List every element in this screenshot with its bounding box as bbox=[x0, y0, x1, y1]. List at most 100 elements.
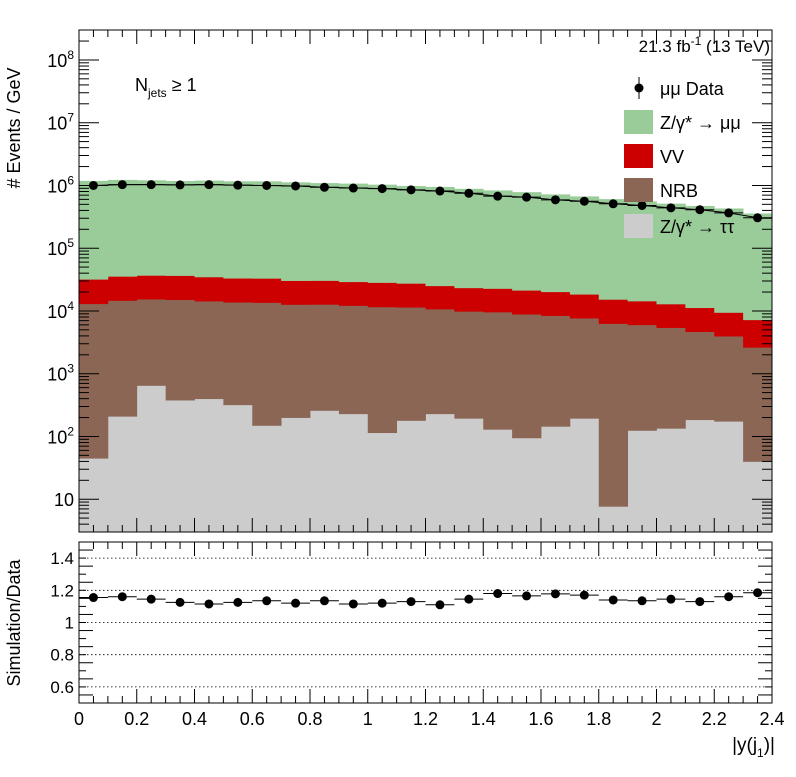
ratio-point-9 bbox=[348, 599, 358, 609]
y-tick-exponent: 5 bbox=[67, 236, 74, 250]
bar-ztautau-8 bbox=[310, 410, 340, 533]
data-point-21 bbox=[695, 205, 705, 215]
bar-ztautau-3 bbox=[165, 400, 195, 533]
legend-label-4: Z/γ* → ττ bbox=[660, 217, 734, 237]
bar-ztautau-0 bbox=[79, 458, 109, 533]
data-point-22 bbox=[724, 208, 734, 218]
bar-nrb-23 bbox=[743, 347, 773, 462]
ratio-point-5 bbox=[233, 597, 243, 607]
bar-nrb-1 bbox=[107, 300, 138, 417]
x-tick-label: 2 bbox=[651, 709, 661, 729]
bar-nrb-16 bbox=[541, 315, 571, 427]
bar-nrb-15 bbox=[512, 314, 542, 439]
bar-ztautau-12 bbox=[425, 413, 455, 533]
data-point-1 bbox=[117, 180, 127, 190]
ratio-point-0 bbox=[88, 593, 98, 603]
bar-nrb-18 bbox=[598, 323, 629, 507]
bar-vv-14 bbox=[483, 288, 513, 313]
bar-zmumu-14 bbox=[483, 190, 513, 289]
bar-ztautau-21 bbox=[685, 419, 715, 533]
data-point-10 bbox=[377, 184, 387, 194]
x-tick-label: 1.4 bbox=[471, 709, 496, 729]
bar-vv-6 bbox=[252, 278, 282, 303]
bar-zmumu-22 bbox=[714, 208, 744, 313]
data-point-17 bbox=[579, 196, 589, 206]
bar-zmumu-5 bbox=[223, 181, 253, 279]
bar-ztautau-7 bbox=[281, 417, 311, 533]
y-tick-label: 106 bbox=[47, 173, 74, 196]
bar-zmumu-10 bbox=[367, 184, 398, 283]
bar-nrb-17 bbox=[569, 318, 600, 419]
ratio-point-11 bbox=[406, 597, 416, 607]
bar-zmumu-13 bbox=[454, 188, 484, 289]
selection-label: Njets ≥ 1 bbox=[135, 75, 197, 100]
y-axis-title: # Events / GeV bbox=[4, 67, 24, 188]
ratio-point-3 bbox=[175, 597, 185, 607]
bar-ztautau-11 bbox=[396, 420, 426, 533]
y-tick-exponent: 2 bbox=[67, 424, 74, 438]
bar-zmumu-9 bbox=[338, 183, 369, 283]
ratio-point-1 bbox=[117, 592, 127, 602]
y-tick-label: 104 bbox=[47, 299, 74, 322]
ratio-point-23 bbox=[753, 588, 763, 598]
data-point-14 bbox=[493, 191, 503, 201]
data-point-2 bbox=[146, 180, 156, 190]
bar-ztautau-22 bbox=[714, 421, 744, 533]
legend-label-3: NRB bbox=[660, 181, 698, 201]
bar-nrb-9 bbox=[338, 305, 369, 415]
x-tick-label: 0.8 bbox=[297, 709, 322, 729]
x-tick-label: 0.4 bbox=[182, 709, 207, 729]
bar-ztautau-19 bbox=[627, 430, 657, 533]
x-axis-title: |y(j1)| bbox=[732, 735, 775, 760]
legend: μμ Data Z/γ* → μμ VV NRB Z/γ* → ττ bbox=[624, 77, 741, 238]
ratio-y-axis-title: Simulation/Data bbox=[4, 558, 24, 686]
y-tick-exponent: 8 bbox=[67, 48, 74, 62]
legend-swatch-1 bbox=[624, 110, 653, 134]
bar-nrb-3 bbox=[165, 299, 195, 401]
bar-vv-5 bbox=[223, 278, 253, 303]
data-point-15 bbox=[522, 192, 532, 202]
legend-label-2: VV bbox=[660, 147, 684, 167]
bar-ztautau-10 bbox=[367, 432, 398, 533]
data-point-7 bbox=[291, 181, 301, 191]
x-tick-label: 0 bbox=[74, 709, 84, 729]
bar-nrb-10 bbox=[367, 306, 398, 434]
bar-zmumu-0 bbox=[79, 180, 109, 280]
data-point-12 bbox=[435, 186, 445, 196]
bar-zmumu-20 bbox=[656, 203, 686, 305]
ratio-point-10 bbox=[377, 598, 387, 608]
bar-nrb-22 bbox=[714, 336, 744, 422]
ratio-point-7 bbox=[291, 598, 301, 608]
bar-nrb-5 bbox=[223, 302, 253, 406]
ratio-point-20 bbox=[666, 594, 676, 604]
bar-zmumu-3 bbox=[165, 181, 195, 276]
bar-zmumu-18 bbox=[598, 199, 629, 300]
data-point-11 bbox=[406, 185, 416, 195]
bar-ztautau-6 bbox=[252, 425, 282, 533]
bar-ztautau-9 bbox=[338, 413, 369, 533]
y-tick-base: 10 bbox=[47, 51, 67, 71]
x-tick-label: 1.8 bbox=[586, 709, 611, 729]
bar-nrb-0 bbox=[79, 303, 109, 459]
legend-swatch-2 bbox=[624, 144, 653, 168]
bar-ztautau-16 bbox=[541, 426, 571, 533]
bar-zmumu-17 bbox=[569, 196, 600, 295]
bar-zmumu-1 bbox=[107, 179, 138, 277]
ratio-point-18 bbox=[608, 595, 618, 605]
y-tick-base: 10 bbox=[47, 114, 67, 134]
ratio-point-2 bbox=[146, 594, 156, 604]
bar-vv-15 bbox=[512, 290, 542, 315]
bar-vv-21 bbox=[685, 307, 715, 333]
data-point-8 bbox=[319, 182, 329, 192]
bar-nrb-12 bbox=[425, 309, 455, 415]
ratio-point-19 bbox=[637, 596, 647, 606]
bar-zmumu-21 bbox=[685, 205, 715, 309]
data-point-6 bbox=[262, 180, 272, 190]
x-tick-label: 0.2 bbox=[124, 709, 149, 729]
data-point-3 bbox=[175, 180, 185, 190]
bar-zmumu-2 bbox=[136, 180, 167, 276]
y-tick-label: 103 bbox=[47, 362, 74, 385]
ratio-point-21 bbox=[695, 597, 705, 607]
